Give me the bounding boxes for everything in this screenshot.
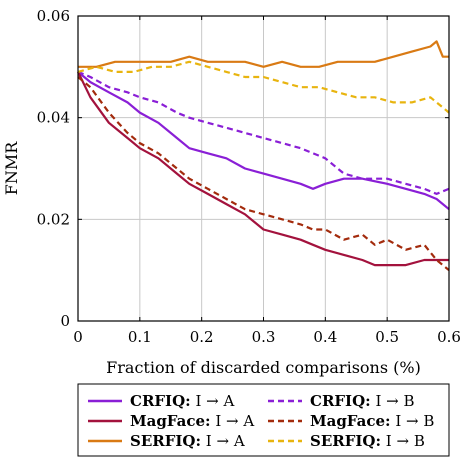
x-tick-label: 0.3 <box>252 328 276 346</box>
legend-label-rest: I → B <box>391 412 435 430</box>
legend-label-bold: SERFIQ: <box>130 432 201 450</box>
legend-label-bold: MagFace: <box>130 412 211 430</box>
y-axis-label: FNMR <box>2 141 21 195</box>
x-axis-label: Fraction of discarded comparisons (%) <box>106 358 421 377</box>
y-tick-label: 0.06 <box>37 7 70 25</box>
legend-label: SERFIQ: I → A <box>130 432 245 450</box>
series-line-3 <box>77 76 450 272</box>
legend-label-bold: CRFIQ: <box>310 392 371 410</box>
legend-label: SERFIQ: I → B <box>310 432 425 450</box>
legend-label-rest: I → A <box>201 432 245 450</box>
y-tick-label: 0 <box>60 312 70 330</box>
x-tick-label: 0.6 <box>437 328 461 346</box>
legend-label-rest: I → B <box>371 392 415 410</box>
x-tick-label: 0.5 <box>375 328 399 346</box>
legend-label-rest: I → A <box>191 392 235 410</box>
legend-label: MagFace: I → A <box>130 412 254 430</box>
legend-label-bold: MagFace: <box>310 412 391 430</box>
series-line-4 <box>78 40 449 68</box>
x-tick-label: 0 <box>73 328 83 346</box>
legend-label: MagFace: I → B <box>310 412 434 430</box>
y-tick-label: 0.04 <box>37 109 70 127</box>
y-axis-ticks: 0 0.02 0.04 0.06 <box>37 7 449 330</box>
x-tick-label: 0.4 <box>313 328 337 346</box>
legend-label-bold: CRFIQ: <box>130 392 191 410</box>
x-axis-ticks: 0 0.1 0.2 0.3 0.4 0.5 0.6 <box>73 16 461 346</box>
legend-label-rest: I → B <box>381 432 425 450</box>
legend-box <box>77 383 450 457</box>
series-line-1 <box>77 70 450 195</box>
x-tick-label: 0.1 <box>128 328 152 346</box>
series-layer <box>77 40 450 272</box>
legend-label-bold: SERFIQ: <box>310 432 381 450</box>
legend-label-rest: I → A <box>211 412 255 430</box>
legend-label: CRFIQ: I → A <box>130 392 234 410</box>
y-tick-label: 0.02 <box>37 210 70 228</box>
legend-label: CRFIQ: I → B <box>310 392 415 410</box>
x-tick-label: 0.2 <box>190 328 214 346</box>
series-line-2 <box>77 71 449 267</box>
series-line-0 <box>77 71 450 211</box>
